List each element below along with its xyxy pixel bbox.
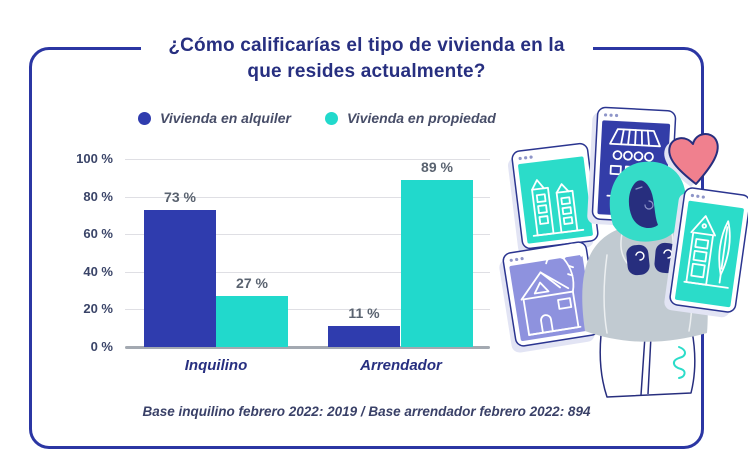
browser-card-teal-right <box>664 187 748 318</box>
y-axis-tick-label: 40 % <box>83 263 113 279</box>
browser-card-lavender <box>499 241 600 353</box>
y-axis-tick-label: 80 % <box>83 188 113 204</box>
bar-value-label: 73 % <box>164 188 196 205</box>
y-axis-tick-label: 100 % <box>76 151 113 166</box>
gridline <box>125 159 490 160</box>
bar-chart-plot: 100 % 80 % 60 % 40 % 20 % 0 % 73 % 11 % 27 % 89 %… <box>76 151 490 374</box>
browser-card-teal-left <box>507 142 599 255</box>
pants <box>599 330 696 398</box>
tall-house-cypress-lineart <box>683 215 731 289</box>
legend-label: Vivienda en propiedad <box>346 110 496 126</box>
housing-illustration <box>499 106 748 398</box>
y-axis-tick-label: 0 % <box>90 339 113 354</box>
legend-item: Vivienda en propiedad <box>324 110 496 126</box>
two-tower-house-lineart <box>531 179 585 237</box>
face-profile <box>628 180 658 229</box>
bar-value-label: 89 % <box>421 158 453 175</box>
base-footnote: Base inquilino febrero 2022: 2019 / Base… <box>142 404 591 419</box>
page-title: ¿Cómo calificarías el tipo de vivienda e… <box>140 33 593 85</box>
category-label-arrendador: Arrendador <box>360 357 442 374</box>
gridline <box>125 271 490 273</box>
legend-color-dot <box>324 111 338 125</box>
house-palm-lineart <box>520 243 583 336</box>
category-label-inquilino: Inquilino <box>184 357 248 374</box>
title-container: ¿Cómo calificarías el tipo de vivienda e… <box>29 33 704 85</box>
bar-inquilino-propiedad <box>216 296 288 347</box>
y-axis-tick-label: 60 % <box>83 226 113 242</box>
legend-label: Vivienda en alquiler <box>160 110 291 126</box>
gridline <box>125 309 490 311</box>
gridline <box>125 234 490 236</box>
bar-inquilino-alquiler <box>144 209 216 347</box>
gridline <box>125 196 490 198</box>
legend-color-dot <box>138 111 151 125</box>
gridline <box>125 346 490 349</box>
chart-legend: Vivienda en alquiler Vivienda en propieda… <box>138 110 496 126</box>
bar-arrendador-alquiler <box>328 326 400 347</box>
bar-value-label: 11 % <box>348 305 380 322</box>
y-axis-tick-label: 20 % <box>83 301 113 317</box>
legend-item: Vivienda en alquiler <box>138 110 291 126</box>
bar-value-label: 27 % <box>236 275 268 292</box>
bar-arrendador-propiedad <box>401 179 473 347</box>
teal-squiggle <box>673 346 686 379</box>
